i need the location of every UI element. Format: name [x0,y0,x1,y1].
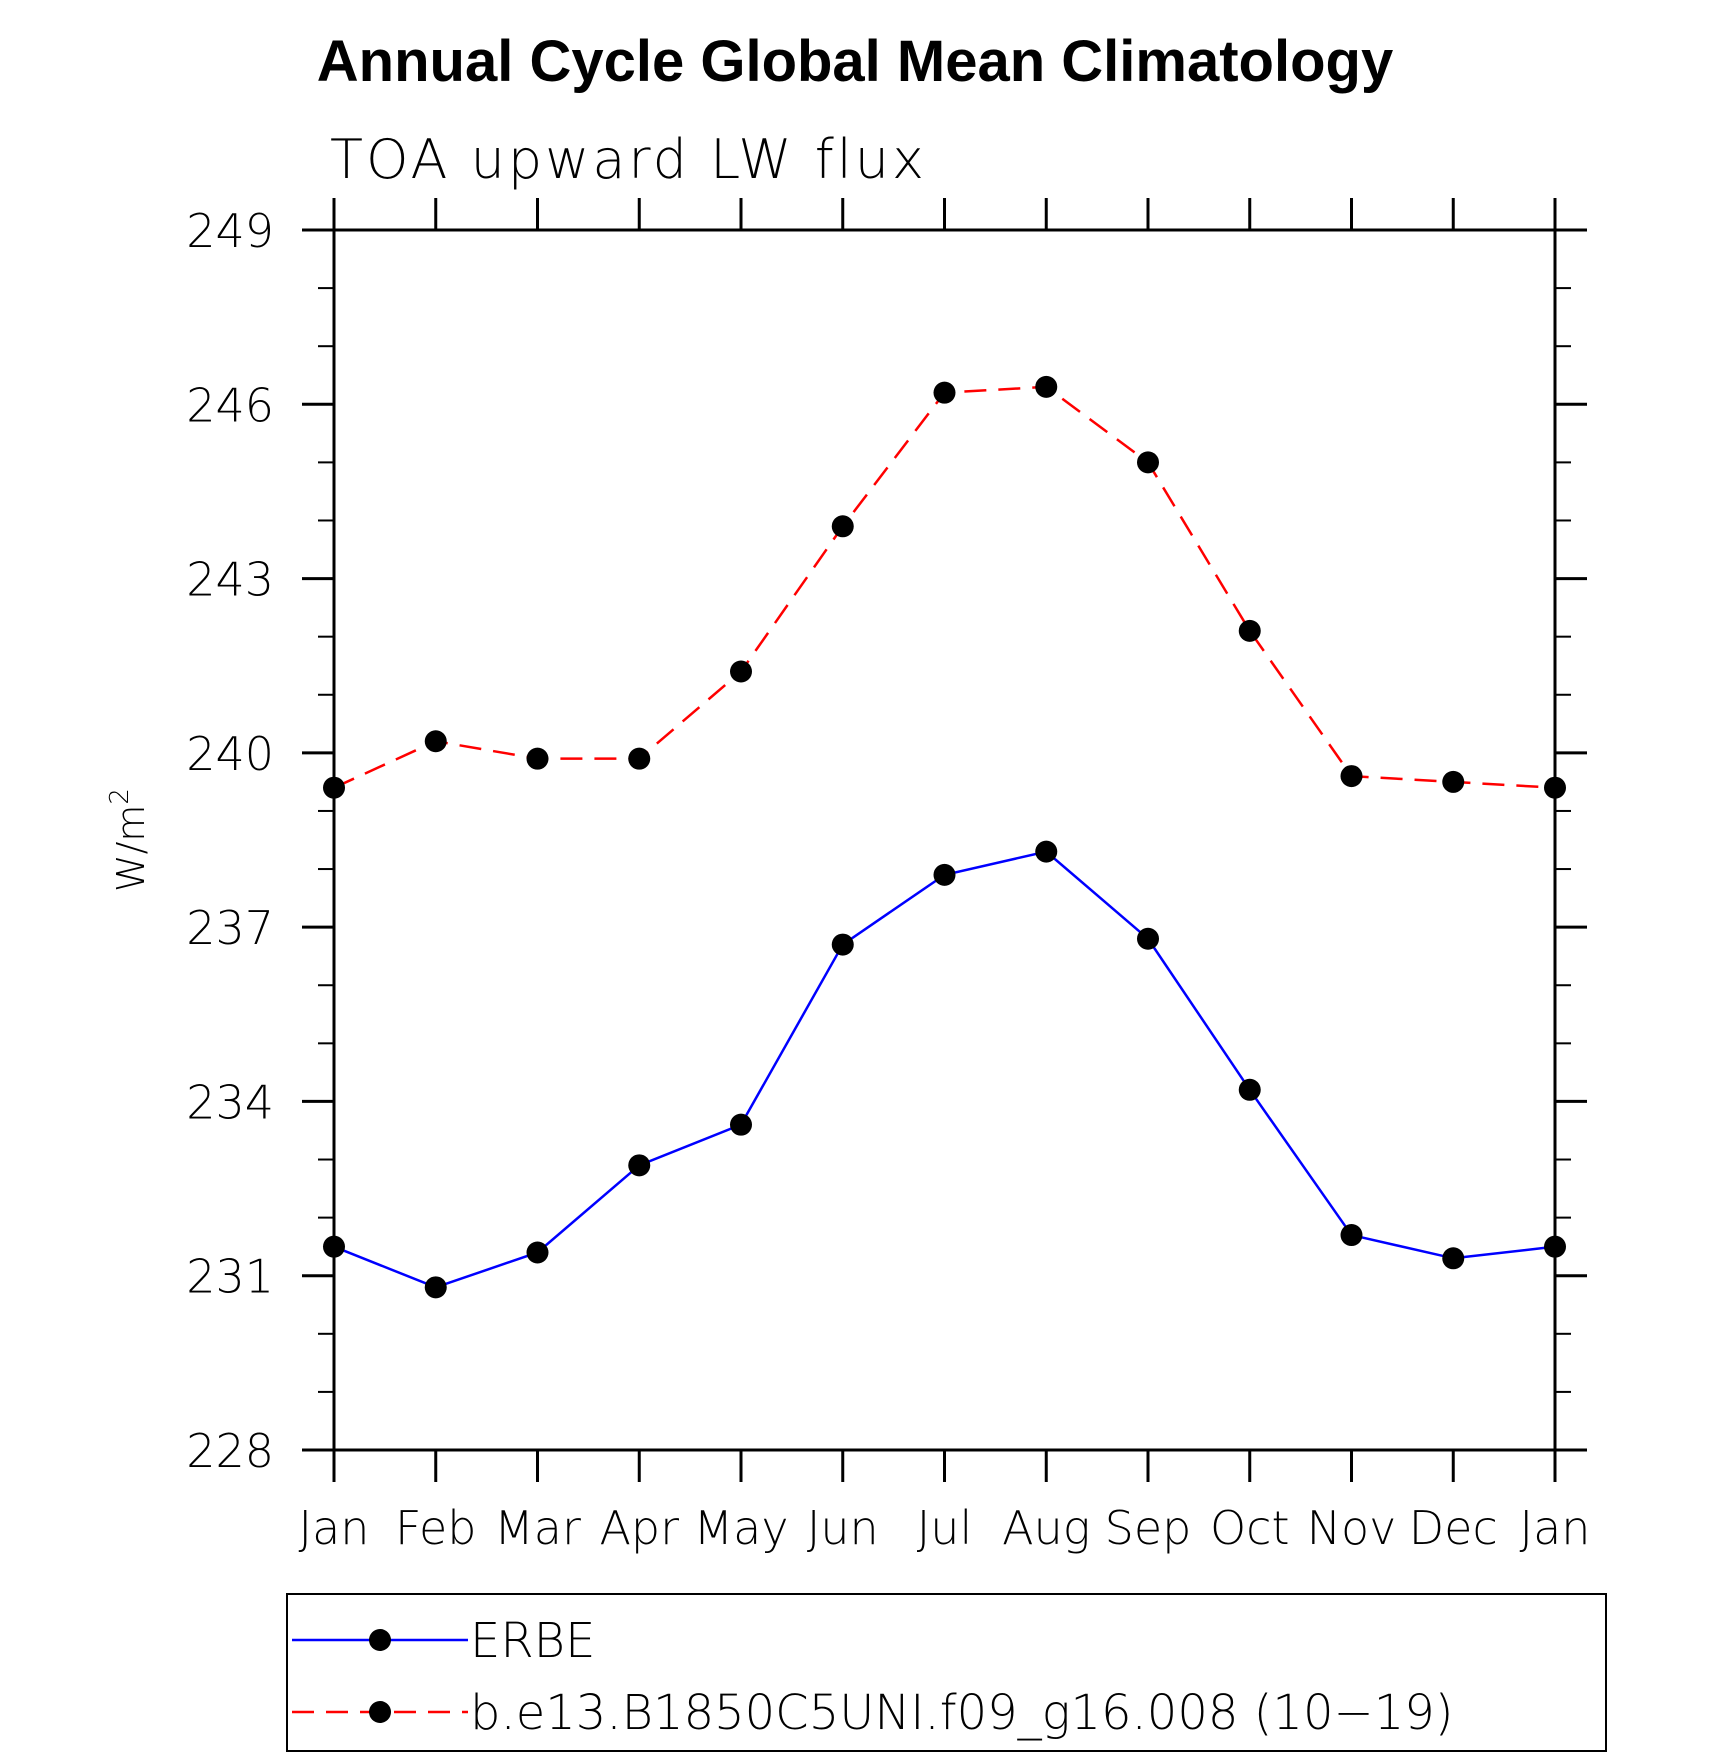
data-point [628,747,651,770]
legend-box [286,1593,1607,1752]
plot-frame [332,228,1557,1452]
data-point [424,1276,447,1299]
data-point [1137,927,1159,950]
x-tick-label: Jun [807,1501,879,1555]
x-tick-label: Sep [1105,1501,1192,1555]
data-point [323,1235,345,1258]
x-tick-label: May [693,1501,788,1555]
data-point [323,776,345,799]
x-tick-label: Aug [1002,1501,1090,1555]
legend-marker-0 [369,1629,391,1651]
data-point [526,747,549,770]
data-point [1544,1235,1566,1258]
data-point [1238,1078,1261,1101]
y-tick-label: 249 [186,204,274,258]
y-tick-label: 243 [186,553,274,607]
data-point [730,660,752,683]
x-tick-label: Jan [299,1501,370,1555]
x-tick-label: Feb [395,1501,476,1555]
axes: 228 231 234 237 240 243 246 249 Jan Feb Mar Apr May J… [105,198,1590,1555]
series-line-1 [333,385,1556,789]
chart-title: Annual Cycle Global Mean Climatology [316,29,1394,94]
data-point [1340,765,1363,788]
x-tick-label: Dec [1409,1501,1498,1555]
legend-label-0: ERBE [470,1613,595,1669]
data-point [1035,840,1058,863]
x-tick-label: Mar [494,1501,581,1555]
legend-label-1: b.e13.B1850C5UNI.f09_g16.008 (10−19) [470,1685,1454,1741]
legend-marker-1 [369,1701,391,1723]
y-tick-label: 228 [186,1424,274,1478]
legend: ERBE b.e13.B1850C5UNI.f09_g16.008 (10−19) [286,1593,1607,1752]
y-tick-label: 231 [186,1250,274,1304]
data-point [628,1154,651,1177]
data-point [1340,1224,1363,1247]
series-line-0 [333,850,1556,1289]
y-axis-label: W/m2 [105,788,153,892]
y-tick-label: 240 [186,727,274,781]
data-point [526,1241,549,1264]
data-point [831,515,854,538]
data-point [1035,375,1058,398]
data-point [1137,451,1159,474]
x-tick-label: Oct [1210,1501,1290,1555]
data-point [1544,776,1566,799]
data-point [1442,1247,1465,1270]
chart-subtitle: TOA upward LW flux [330,128,927,191]
y-tick-label: 246 [186,378,274,432]
x-tick-label: Jan [1520,1501,1591,1555]
y-tick-label: 234 [186,1075,274,1129]
data-point [933,863,956,886]
data-point [1442,770,1465,793]
data-point [933,381,956,404]
x-tick-label: Apr [599,1501,679,1555]
data-point [831,933,854,956]
y-tick-label: 237 [186,901,274,955]
data-point [730,1113,752,1136]
data-point [1238,619,1261,642]
x-tick-label: Jul [917,1501,973,1555]
data-point [424,730,447,753]
series-layer [323,375,1566,1299]
x-tick-label: Nov [1307,1501,1397,1555]
